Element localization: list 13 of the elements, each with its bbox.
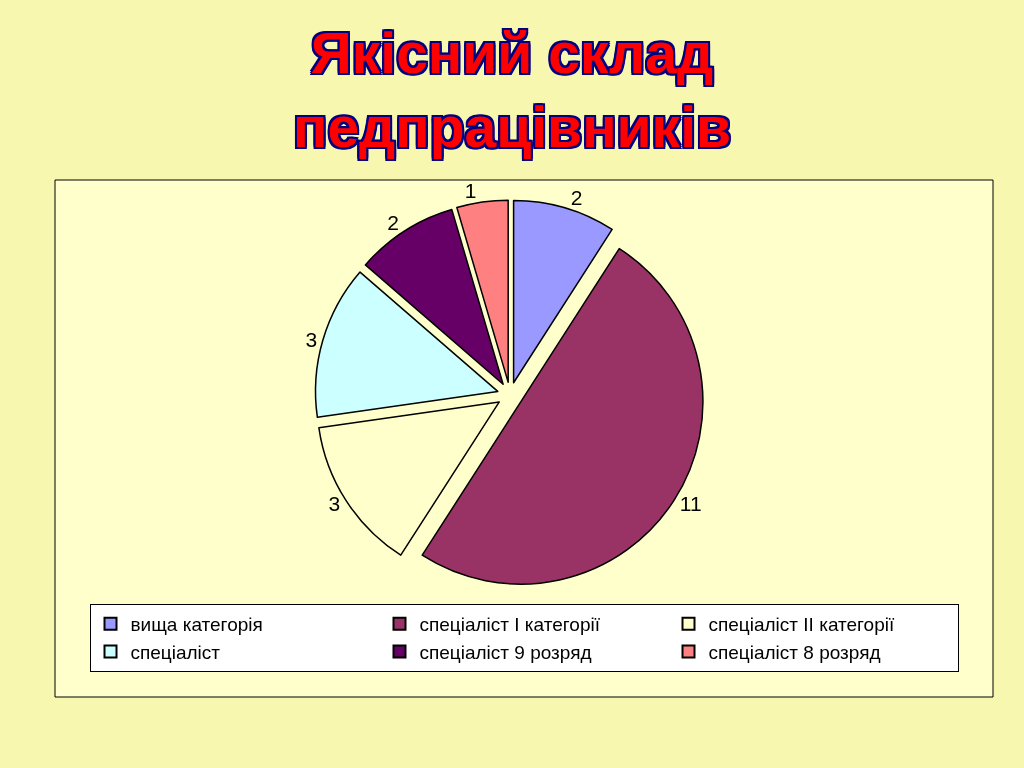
legend-label: спеціаліст I категорії [419, 614, 601, 636]
data-label: 3 [328, 492, 341, 516]
chart-title: Якісний склад педпрацівників [292, 20, 732, 160]
data-label: 3 [305, 327, 318, 351]
data-label: 11 [679, 492, 702, 516]
legend-label: спеціаліст 9 розряд [419, 641, 592, 663]
legend-label: спеціаліст [130, 641, 221, 663]
data-label: 2 [570, 185, 583, 209]
legend-label: спеціаліст II категорії [708, 614, 895, 636]
data-label: 2 [387, 211, 399, 235]
legend-label: вища категорія [130, 614, 263, 636]
data-label: 1 [464, 179, 477, 203]
legend-label: спеціаліст 8 розряд [708, 641, 881, 663]
